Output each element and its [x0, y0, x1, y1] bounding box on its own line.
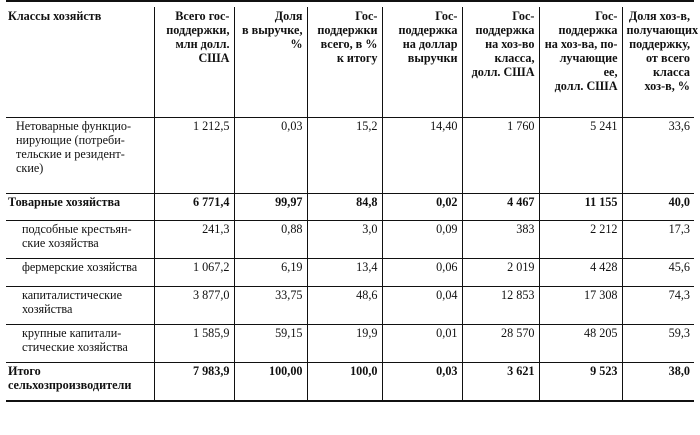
table-cell: 19,9	[306, 324, 382, 363]
table-cell: 48,6	[306, 286, 382, 325]
table-row: Товарные хозяйства 6 771,4 99,97 84,8 0,02 4 …	[6, 193, 694, 221]
table-cell: 2 019	[461, 258, 539, 287]
table-row: фермерские хозяйства 1 067,2 6,19 13,4 0,06 2…	[6, 258, 694, 287]
table-cell: 99,97	[233, 193, 307, 221]
table-cell: 0,06	[381, 258, 462, 287]
cut-off-title: р	[318, 0, 378, 1]
table-cell: 383	[461, 220, 539, 259]
row-label: фермерские хозяйства	[6, 258, 154, 287]
table-cell: 14,40	[381, 117, 462, 194]
table-cell: 17,3	[621, 220, 694, 259]
table-cell: 28 570	[461, 324, 539, 363]
table-cell: 5 241	[538, 117, 622, 194]
table-cell: 0,02	[381, 193, 462, 221]
table-row: подсобные крестьян-ские хозяйства 241,3 0,…	[6, 220, 694, 259]
table-cell: 0,01	[381, 324, 462, 363]
table-top-rule	[6, 0, 694, 2]
column-header: Доля хоз-в, получающих поддержку, от всего к…	[621, 7, 698, 118]
table-cell: 0,03	[381, 362, 462, 402]
table-cell: 0,88	[233, 220, 307, 259]
table-cell: 13,4	[306, 258, 382, 287]
table-cell: 9 523	[538, 362, 622, 402]
table-cell: 6 771,4	[153, 193, 234, 221]
column-header: Гос-поддержка на хоз-ва, по-лучающие ее, д…	[538, 7, 622, 118]
table-cell: 241,3	[153, 220, 234, 259]
column-header: Доля в выручке,%	[233, 7, 307, 118]
table-row: капиталистические хозяйства 3 877,0 33,75 48…	[6, 286, 694, 325]
column-header: Гос-поддержка на хоз-во класса, долл. США	[461, 7, 539, 118]
table-cell: 33,6	[621, 117, 694, 194]
table-cell: 59,15	[233, 324, 307, 363]
table-cell: 12 853	[461, 286, 539, 325]
table-cell: 11 155	[538, 193, 622, 221]
table-cell: 3 877,0	[153, 286, 234, 325]
table-cell: 1 212,5	[153, 117, 234, 194]
row-label: крупные капитали-стические хозяйства	[6, 324, 154, 363]
table-cell: 6,19	[233, 258, 307, 287]
row-label: подсобные крестьян-ские хозяйства	[6, 220, 154, 259]
table-cell: 3 621	[461, 362, 539, 402]
table-cell: 1 760	[461, 117, 539, 194]
table-cell: 40,0	[621, 193, 694, 221]
subsidy-table: Классы хозяйств Всего гос-поддержки, млн д…	[6, 7, 698, 402]
column-header: Гос-поддержки всего, в % к итогу	[306, 7, 382, 118]
table-cell: 4 467	[461, 193, 539, 221]
table-cell: 45,6	[621, 258, 694, 287]
table-cell: 38,0	[621, 362, 694, 402]
row-label: Нетоварные функцио-нирующие (потреби-тел…	[6, 117, 154, 194]
table-cell: 59,3	[621, 324, 694, 363]
table-cell: 1 067,2	[153, 258, 234, 287]
table-cell: 74,3	[621, 286, 694, 325]
table-cell: 15,2	[306, 117, 382, 194]
table-cell: 0,09	[381, 220, 462, 259]
table-cell: 0,04	[381, 286, 462, 325]
table-cell: 2 212	[538, 220, 622, 259]
table-cell: 4 428	[538, 258, 622, 287]
column-header: Гос-поддержка на доллар выручки	[381, 7, 462, 118]
table-cell: 100,0	[306, 362, 382, 402]
table-cell: 1 585,9	[153, 324, 234, 363]
table-row: Итого сельхозпроизводители 7 983,9 100,00 10…	[6, 362, 694, 402]
table-cell: 0,03	[233, 117, 307, 194]
table-cell: 33,75	[233, 286, 307, 325]
header-row: Классы хозяйств Всего гос-поддержки, млн д…	[6, 7, 698, 118]
table-cell: 100,00	[233, 362, 307, 402]
row-label: Товарные хозяйства	[6, 193, 154, 221]
column-header: Классы хозяйств	[6, 7, 154, 118]
row-label: капиталистические хозяйства	[6, 286, 154, 325]
table-cell: 7 983,9	[153, 362, 234, 402]
table-cell: 84,8	[306, 193, 382, 221]
table-row: крупные капитали-стические хозяйства 1 58…	[6, 324, 694, 363]
row-label: Итого сельхозпроизводители	[6, 362, 154, 402]
table-cell: 48 205	[538, 324, 622, 363]
table-cell: 3,0	[306, 220, 382, 259]
table-row: Нетоварные функцио-нирующие (потреби-тел…	[6, 117, 694, 194]
table-cell: 17 308	[538, 286, 622, 325]
column-header: Всего гос-поддержки, млн долл. США	[153, 7, 234, 118]
